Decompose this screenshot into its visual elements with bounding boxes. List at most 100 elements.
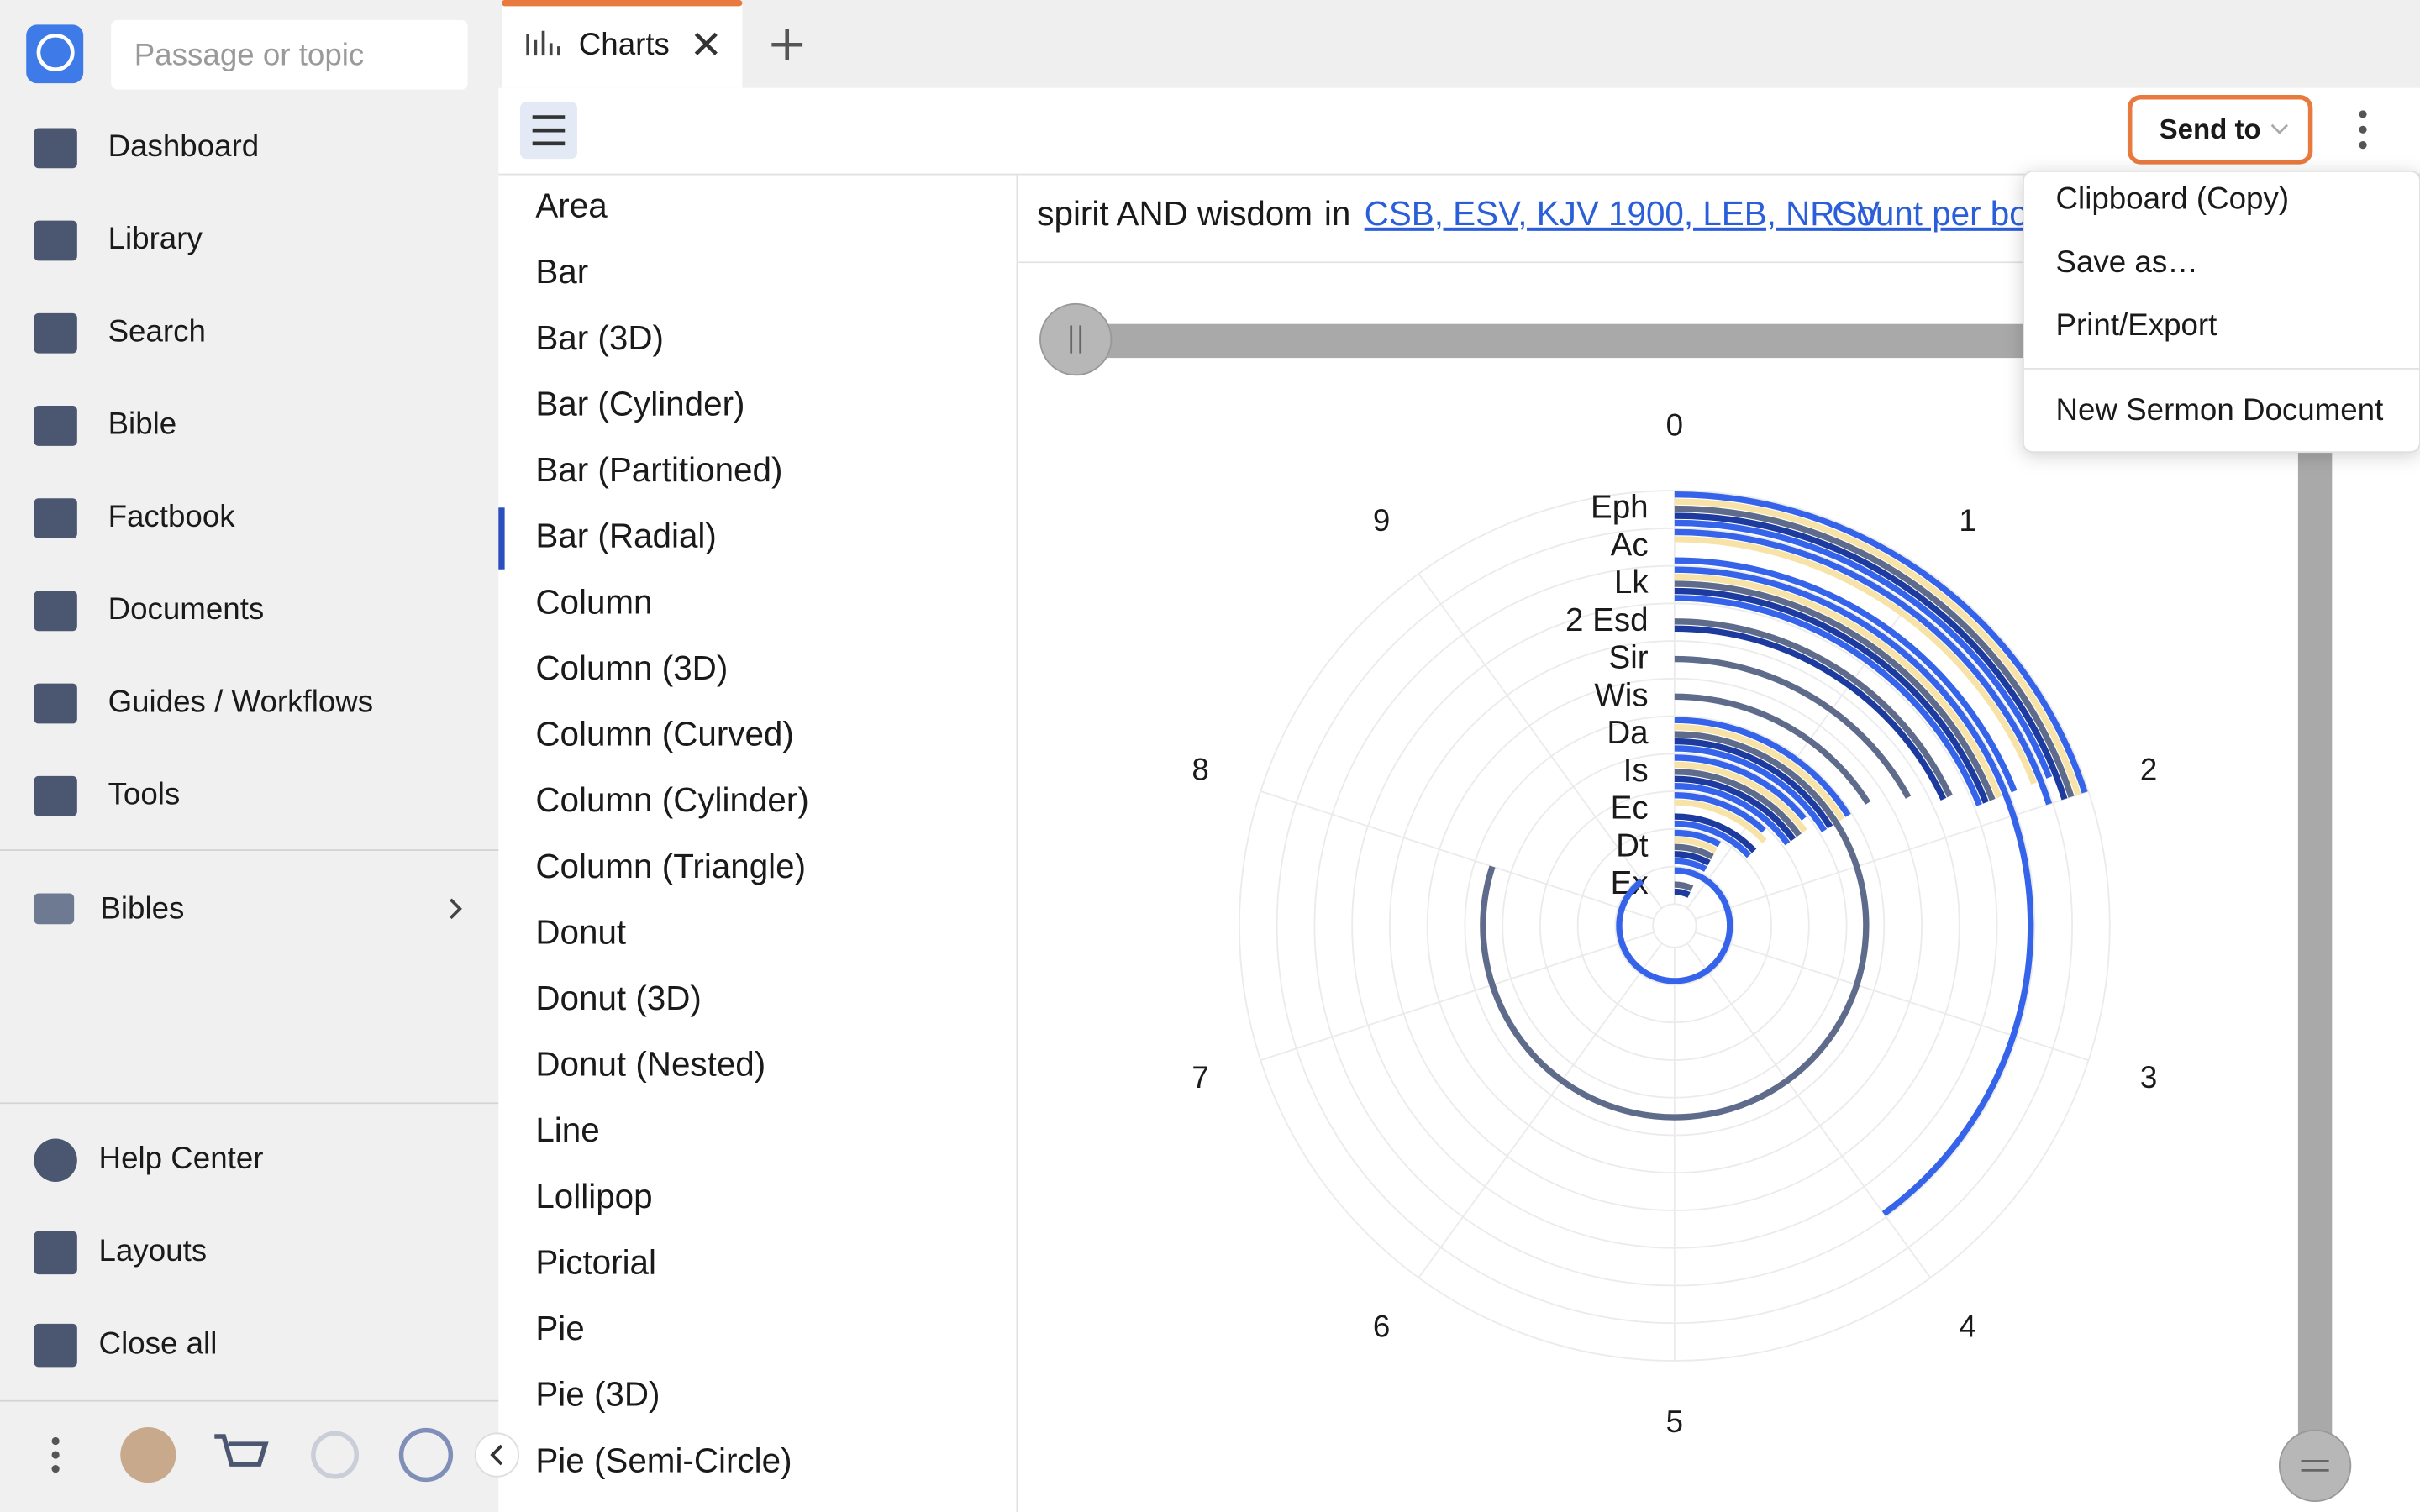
nav-item[interactable]: Layouts [99,1233,208,1268]
nav-icon [34,312,77,354]
search-box[interactable] [111,19,468,90]
radial-bar [1674,536,2038,785]
collapse-arrow [490,1444,503,1466]
angle-tick-label: 3 [2140,1060,2157,1095]
chart-type[interactable]: Pictorial [535,1242,656,1281]
mode-link[interactable]: Count per bo [1832,194,2028,233]
vertical-track [2297,447,2333,1436]
chart-type[interactable]: Donut (Nested) [535,1045,765,1084]
sidebar [0,0,499,1512]
nav-item[interactable]: Factbook [108,499,236,533]
new-tab[interactable] [771,29,803,60]
cart-icon[interactable] [214,1434,269,1467]
angle-tick-label: 6 [1373,1310,1390,1344]
menu-item[interactable]: Save as… [2056,244,2198,279]
chevron[interactable] [450,898,462,920]
angle-tick-label: 5 [1666,1404,1683,1439]
chart-type[interactable]: Bar (Cylinder) [535,384,744,423]
versions-link[interactable]: CSB, ESV, KJV 1900, LEB, NRSV [1365,194,1881,233]
menu-item[interactable]: Print/Export [2056,307,2217,342]
kebab-dot[interactable] [2359,110,2367,118]
chart-type[interactable]: Bar (3D) [535,318,664,357]
tab-bar [498,0,2420,88]
angle-tick-label: 2 [2140,752,2157,786]
section-label[interactable]: Bibles [100,890,184,925]
nav-item[interactable]: Help Center [99,1141,264,1175]
chart-type[interactable]: Column (Cylinder) [535,780,808,819]
category-label: Sir [1608,640,1648,676]
angle-tick-label: 1 [1959,503,1975,538]
category-label: Dt [1616,827,1649,864]
chart-type[interactable]: Bar (Partitioned) [535,450,782,489]
category-label: Is [1623,753,1649,789]
chart-type[interactable]: Pie (3D) [535,1375,660,1414]
chart-type[interactable]: Column (Curved) [535,715,794,753]
radial-bar [1674,491,2088,794]
send-to-button[interactable] [2127,94,2313,165]
chart-type[interactable]: Donut (3D) [535,979,702,1017]
angle-tick-label: 8 [1192,752,1208,786]
nav-item[interactable]: Close all [99,1326,218,1360]
chart-type[interactable]: Column (Triangle) [535,847,806,885]
category-label: Wis [1594,677,1648,713]
avatar[interactable] [120,1426,176,1483]
chart-type[interactable]: Donut [535,912,626,951]
chart-type[interactable]: Area [535,186,608,225]
sync-icon[interactable] [311,1431,360,1479]
grid-line [1686,942,1932,1278]
chart-type[interactable]: Bar [535,252,588,291]
query-text: spirit AND wisdom [1037,194,1313,233]
angle-tick-label: 0 [1666,407,1683,442]
radial-bar [1480,731,1870,1121]
chart-type[interactable]: Line [535,1110,599,1149]
chart-type[interactable]: Pie (Semi-Circle) [535,1441,792,1479]
ai-icon[interactable] [398,1427,454,1483]
grid-line [1695,932,2089,1061]
menu-item[interactable]: New Sermon Document [2056,392,2384,427]
close-tab[interactable] [694,32,718,55]
grid-ring [1652,903,1697,948]
collapse-button[interactable] [474,1432,520,1478]
radial-bar [1674,745,1828,832]
menu-item[interactable]: Clipboard (Copy) [2056,181,2290,215]
send-to-caret [2270,123,2289,134]
grid-line [1418,573,1663,909]
radial-bar [1674,754,1807,821]
vertical-handle[interactable] [2278,1429,2352,1503]
nav-item[interactable]: Tools [108,776,181,811]
chart-type[interactable]: Column (3D) [535,648,728,687]
angle-tick-label: 9 [1373,503,1390,538]
selected-indicator [498,507,505,570]
grid-line [1695,790,2089,920]
category-label: Da [1607,715,1649,751]
radial-bar [1674,799,1767,843]
app-logo[interactable] [26,24,84,84]
nav-item[interactable]: Guides / Workflows [108,684,374,718]
kebab-dot[interactable] [51,1451,60,1459]
chart-type[interactable]: Bar (Radial) [535,517,716,555]
radial-bar [1674,813,1757,853]
kebab-dot [2359,125,2367,134]
chart-type[interactable]: Lollipop [535,1177,652,1215]
chart-type[interactable]: Column [535,582,652,621]
nav-item[interactable]: Search [108,313,206,348]
radial-bar [1674,655,1912,799]
handle-grip [1070,325,1082,354]
nav-item[interactable]: Dashboard [108,129,260,163]
nav-item[interactable]: Documents [108,591,265,626]
nav-item[interactable]: Bible [108,407,177,441]
radial-bar [1674,858,1707,872]
radial-bar [1674,693,1871,805]
chart-icon [526,30,560,56]
zoom-handle[interactable] [1039,302,1113,376]
grid-line [1260,790,1655,920]
category-label: Ac [1611,527,1649,563]
radial-bar [1674,837,1718,853]
radial-bar [1674,851,1711,866]
nav-item[interactable]: Library [108,221,203,255]
handle-grip [2301,1460,2329,1472]
radial-bar [1674,505,2075,798]
chart-type[interactable]: Pie [535,1309,584,1347]
radial-bar [1674,843,1714,860]
radial-bar [1674,512,2068,801]
